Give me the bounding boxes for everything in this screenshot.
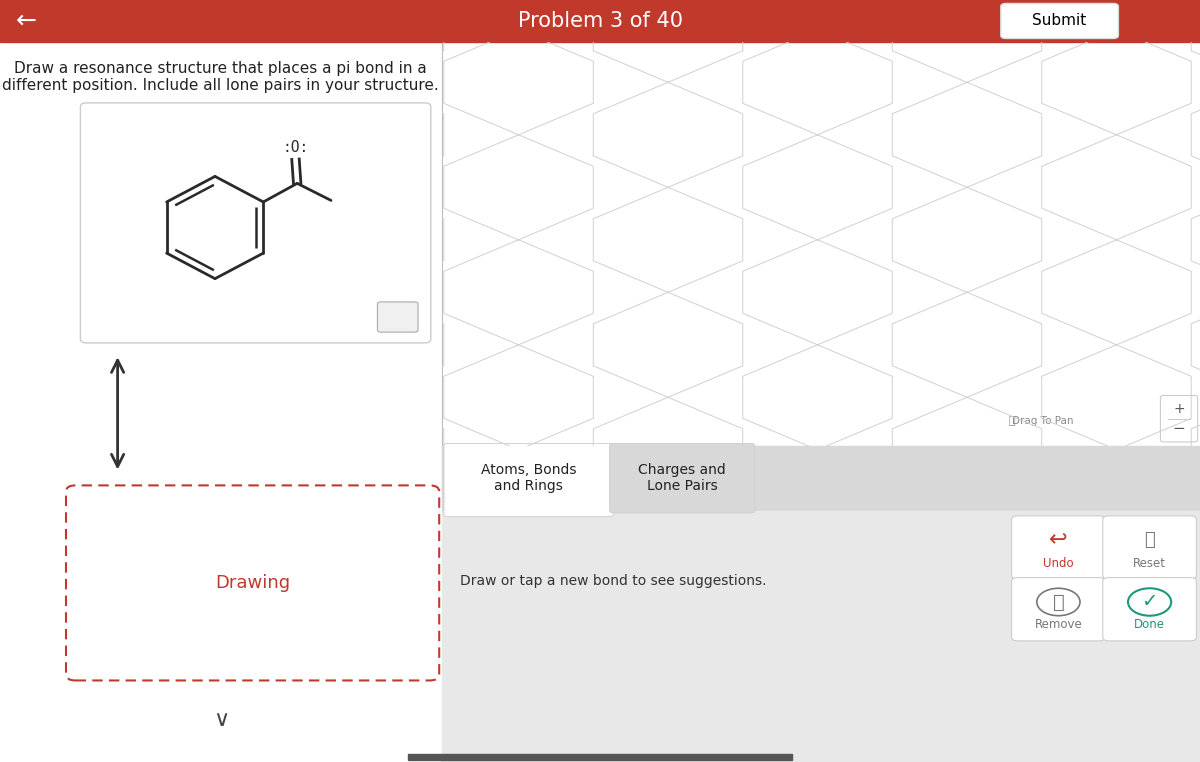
Text: ↩: ↩ [1049, 530, 1068, 550]
Text: ←: ← [16, 9, 37, 33]
Text: Done: Done [1134, 618, 1165, 631]
Text: Remove: Remove [1034, 618, 1082, 631]
Text: ✓: ✓ [1141, 593, 1158, 611]
Bar [442, 42, 1200, 762]
Text: Problem 3 of 40: Problem 3 of 40 [517, 11, 683, 31]
FancyBboxPatch shape [1001, 3, 1118, 38]
Text: −: − [1172, 421, 1186, 437]
Text: Undo: Undo [1043, 556, 1074, 569]
Text: Draw or tap a new bond to see suggestions.: Draw or tap a new bond to see suggestion… [460, 574, 766, 588]
Bar [442, 446, 1200, 511]
FancyBboxPatch shape [610, 443, 755, 513]
Text: Reset: Reset [1133, 556, 1166, 569]
Text: 🗑: 🗑 [1145, 531, 1154, 549]
Text: Drawing: Drawing [215, 574, 290, 592]
Bar [0, 42, 442, 762]
Text: +: + [1174, 402, 1184, 415]
Text: 🖐: 🖐 [1008, 416, 1015, 427]
FancyBboxPatch shape [1160, 395, 1198, 442]
FancyBboxPatch shape [66, 485, 439, 680]
FancyBboxPatch shape [1012, 516, 1105, 579]
FancyBboxPatch shape [1103, 516, 1196, 579]
Bar [442, 511, 1200, 762]
FancyBboxPatch shape [80, 103, 431, 343]
Text: 🔍: 🔍 [395, 313, 401, 323]
FancyBboxPatch shape [444, 443, 613, 517]
FancyBboxPatch shape [1103, 578, 1196, 641]
Text: ⓧ: ⓧ [1052, 593, 1064, 611]
Text: Atoms, Bonds
and Rings: Atoms, Bonds and Rings [481, 463, 576, 493]
Text: Submit: Submit [1032, 14, 1087, 28]
Text: Draw a resonance structure that places a pi bond in a
different position. Includ: Draw a resonance structure that places a… [2, 61, 439, 94]
Text: Charges and
Lone Pairs: Charges and Lone Pairs [638, 463, 726, 493]
FancyBboxPatch shape [1012, 578, 1105, 641]
Bar [0, 0, 1200, 42]
Text: Drag To Pan: Drag To Pan [1013, 416, 1074, 427]
Text: :O:: :O: [282, 140, 308, 155]
Text: ∨: ∨ [212, 710, 229, 730]
FancyBboxPatch shape [378, 302, 418, 332]
Bar [408, 754, 792, 760]
